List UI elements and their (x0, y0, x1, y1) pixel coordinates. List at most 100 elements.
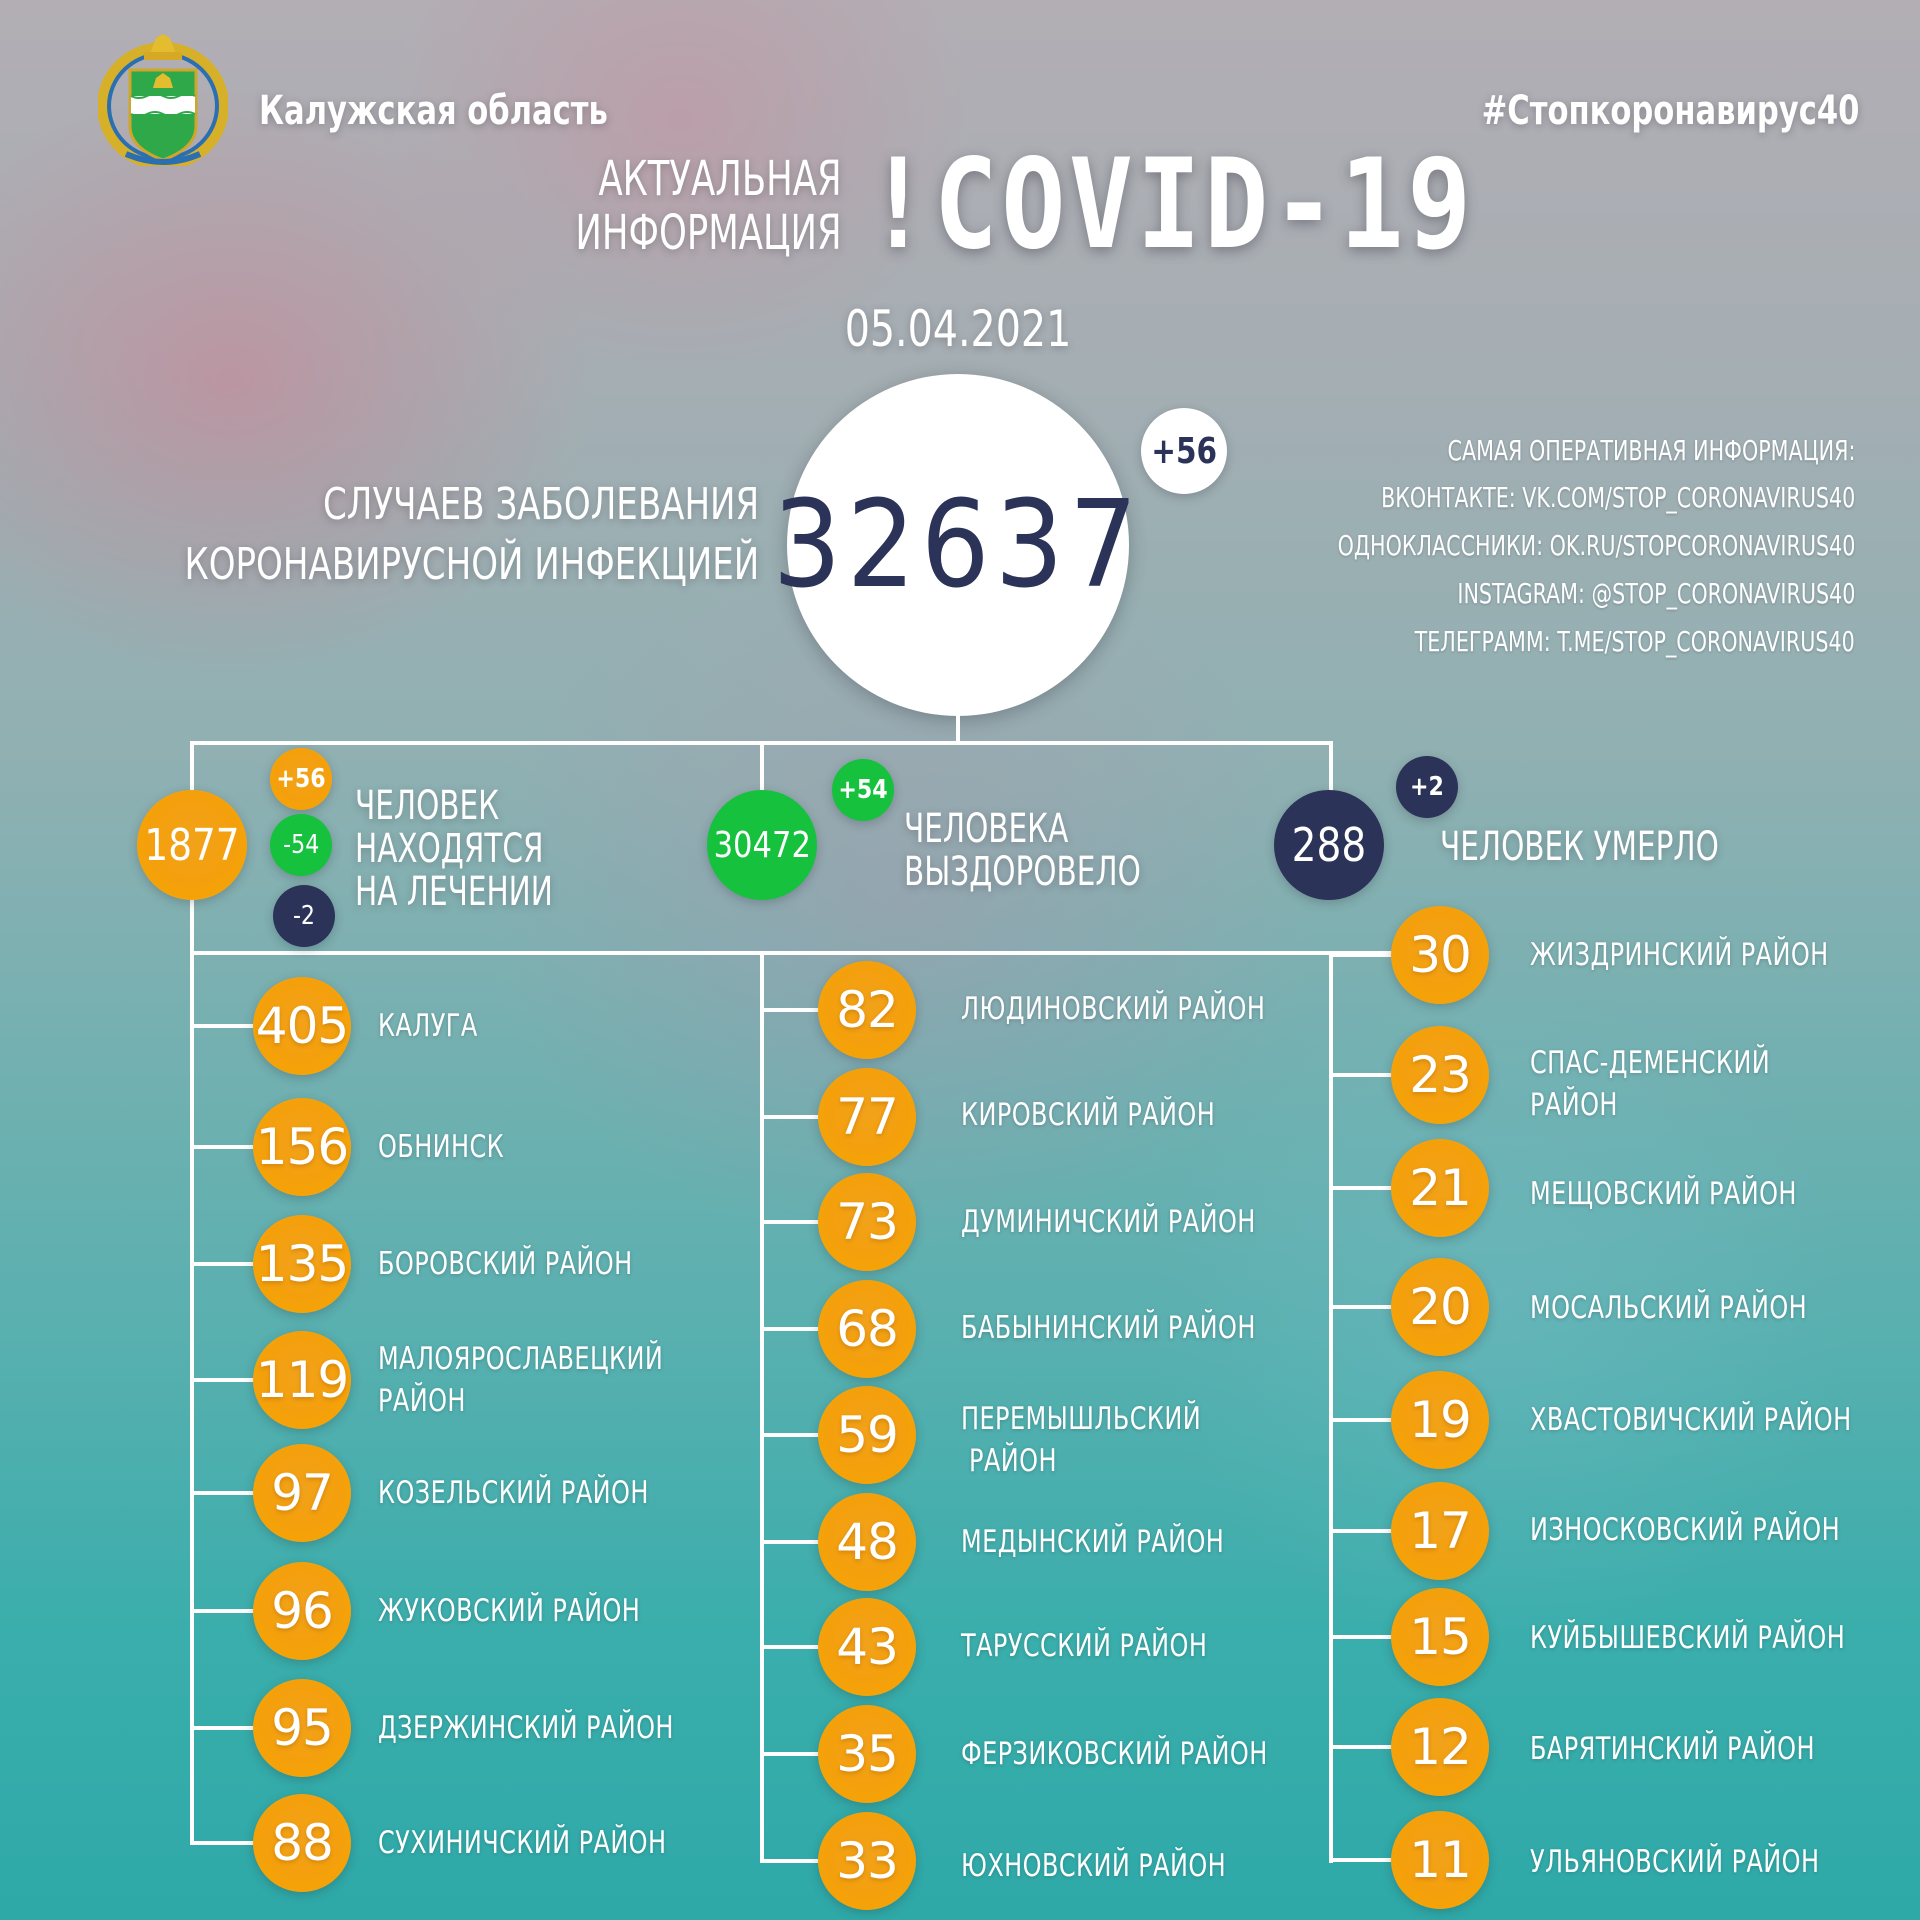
district-count: 59 (818, 1386, 916, 1484)
treatment-died-value: -2 (292, 901, 316, 931)
district-count: 96 (253, 1562, 351, 1660)
district-count-value: 95 (271, 1699, 334, 1757)
district-count: 73 (818, 1173, 916, 1271)
connector-line (762, 1645, 822, 1649)
district-name-line: ЖИЗДРИНСКИЙ РАЙОН (1530, 937, 1829, 973)
report-date: 05.04.2021 (844, 300, 1072, 358)
district-count-value: 15 (1409, 1608, 1472, 1666)
info-vk-link[interactable]: ВКОНТАКТЕ: VK.COM/STOP_CORONAVIRUS40 (1380, 481, 1855, 514)
district-name: ИЗНОСКОВСКИЙ РАЙОН (1530, 1509, 1840, 1551)
treatment-circle: 1877 (137, 790, 247, 900)
district-name-line: МАЛОЯРОСЛАВЕЦКИЙ (378, 1341, 664, 1377)
connector-line (192, 1726, 254, 1730)
district-name: ДУМИНИЧСКИЙ РАЙОН (961, 1201, 1256, 1243)
district-count-value: 156 (255, 1118, 349, 1176)
district-name-line: КАЛУГА (378, 1008, 478, 1044)
died-label: ЧЕЛОВЕК УМЕРЛО (1440, 824, 1719, 870)
district-count: 68 (818, 1280, 916, 1378)
district-count-value: 20 (1409, 1278, 1472, 1336)
info-telegram-link[interactable]: ТЕЛЕГРАММ: T.ME/STOP_CORONAVIRUS40 (1414, 625, 1855, 658)
treatment-value: 1877 (144, 819, 240, 871)
connector-line (1331, 953, 1393, 957)
connector-line (956, 716, 960, 745)
district-name: ЖИЗДРИНСКИЙ РАЙОН (1530, 934, 1829, 976)
connector-line (762, 1115, 822, 1119)
recovered-label: ЧЕЛОВЕКА ВЫЗДОРОВЕЛО (904, 808, 1141, 894)
district-name: УЛЬЯНОВСКИЙ РАЙОН (1530, 1841, 1819, 1883)
died-delta-value: +2 (1410, 772, 1444, 802)
district-name-line: ЮХНОВСКИЙ РАЙОН (961, 1848, 1227, 1884)
district-count-value: 82 (836, 981, 899, 1039)
district-name-line: СУХИНИЧСКИЙ РАЙОН (378, 1825, 667, 1861)
treatment-died-badge: -2 (273, 885, 335, 947)
district-count-value: 35 (836, 1725, 899, 1783)
district-count-value: 23 (1409, 1046, 1472, 1104)
connector-line (1331, 1858, 1393, 1862)
district-count-value: 43 (836, 1618, 899, 1676)
district-count: 30 (1391, 906, 1489, 1004)
died-delta-badge: +2 (1396, 756, 1458, 818)
district-count: 119 (253, 1331, 351, 1429)
district-name: ТАРУССКИЙ РАЙОН (961, 1625, 1207, 1667)
title-line-1: АКТУАЛЬНАЯ (598, 151, 842, 207)
connector-line (1331, 1418, 1393, 1422)
connector-line (190, 741, 194, 1845)
district-count-value: 30 (1409, 926, 1472, 984)
region-name: Калужская область (259, 88, 608, 134)
district-count-value: 88 (271, 1814, 334, 1872)
district-name-line: КИРОВСКИЙ РАЙОН (961, 1097, 1216, 1133)
total-cases-label: СЛУЧАЕВ ЗАБОЛЕВАНИЯ КОРОНАВИРУСНОЙ ИНФЕК… (184, 475, 759, 595)
district-count-value: 73 (836, 1193, 899, 1251)
connector-line (762, 1220, 822, 1224)
district-name-line: ПЕРЕМЫШЛЬСКИЙ (961, 1401, 1202, 1437)
treatment-label-line-3: НА ЛЕЧЕНИИ (355, 869, 553, 915)
district-count-value: 11 (1409, 1831, 1472, 1889)
district-count-value: 97 (271, 1464, 334, 1522)
title-covid: !COVID-19 (866, 133, 1475, 277)
district-name-line: ИЗНОСКОВСКИЙ РАЙОН (1530, 1512, 1841, 1548)
connector-line (192, 1262, 254, 1266)
district-name-line: КУЙБЫШЕВСКИЙ РАЙОН (1530, 1620, 1846, 1656)
district-count-value: 12 (1409, 1718, 1472, 1776)
district-count-value: 68 (836, 1300, 899, 1358)
district-name-line: ЖУКОВСКИЙ РАЙОН (378, 1593, 641, 1629)
total-cases-value: 32637 (772, 475, 1144, 615)
district-name-line: МОСАЛЬСКИЙ РАЙОН (1530, 1290, 1808, 1326)
connector-line (192, 1145, 254, 1149)
kaluga-coat-of-arms-icon (97, 34, 229, 170)
district-count: 33 (818, 1812, 916, 1910)
total-label-line-1: СЛУЧАЕВ ЗАБОЛЕВАНИЯ (322, 479, 759, 530)
info-ok-link[interactable]: ОДНОКЛАССНИКИ: OK.RU/STOPCORONAVIRUS40 (1337, 529, 1855, 562)
district-name: БОРОВСКИЙ РАЙОН (378, 1243, 633, 1285)
connector-line (192, 1024, 254, 1028)
district-name: ЖУКОВСКИЙ РАЙОН (378, 1590, 640, 1632)
connector-line (762, 1008, 822, 1012)
district-name: ДЗЕРЖИНСКИЙ РАЙОН (378, 1707, 674, 1749)
district-name: ПЕРЕМЫШЛЬСКИЙ РАЙОН (961, 1398, 1201, 1482)
info-instagram-link[interactable]: INSTAGRAM: @STOP_CORONAVIRUS40 (1456, 577, 1855, 610)
treatment-label: ЧЕЛОВЕК НАХОДЯТСЯ НА ЛЕЧЕНИИ (355, 785, 553, 914)
total-label-line-2: КОРОНАВИРУСНОЙ ИНФЕКЦИЕЙ (184, 539, 759, 590)
district-name-line: ЛЮДИНОВСКИЙ РАЙОН (961, 991, 1266, 1027)
district-count-value: 405 (255, 997, 349, 1055)
district-count-value: 135 (255, 1235, 349, 1293)
recovered-label-line-1: ЧЕЛОВЕКА (904, 806, 1069, 852)
connector-line (762, 1433, 822, 1437)
district-name-line: ХВАСТОВИЧСКИЙ РАЙОН (1530, 1402, 1852, 1438)
treatment-label-line-2: НАХОДЯТСЯ (355, 826, 544, 872)
district-count-value: 77 (836, 1088, 899, 1146)
connector-line (1331, 1529, 1393, 1533)
district-count: 35 (818, 1705, 916, 1803)
connector-line (1329, 741, 1333, 791)
district-count: 77 (818, 1068, 916, 1166)
district-name: МЕДЫНСКИЙ РАЙОН (961, 1521, 1224, 1563)
district-name-line: ОБНИНСК (378, 1129, 505, 1165)
district-count-value: 17 (1409, 1502, 1472, 1560)
connector-line (192, 1378, 254, 1382)
district-count: 405 (253, 977, 351, 1075)
district-count: 43 (818, 1598, 916, 1696)
connector-line (192, 1609, 254, 1613)
title-actual: АКТУАЛЬНАЯ ИНФОРМАЦИЯ (576, 152, 842, 260)
district-count-value: 33 (836, 1832, 899, 1890)
district-name-line: РАЙОН (961, 1443, 1057, 1479)
